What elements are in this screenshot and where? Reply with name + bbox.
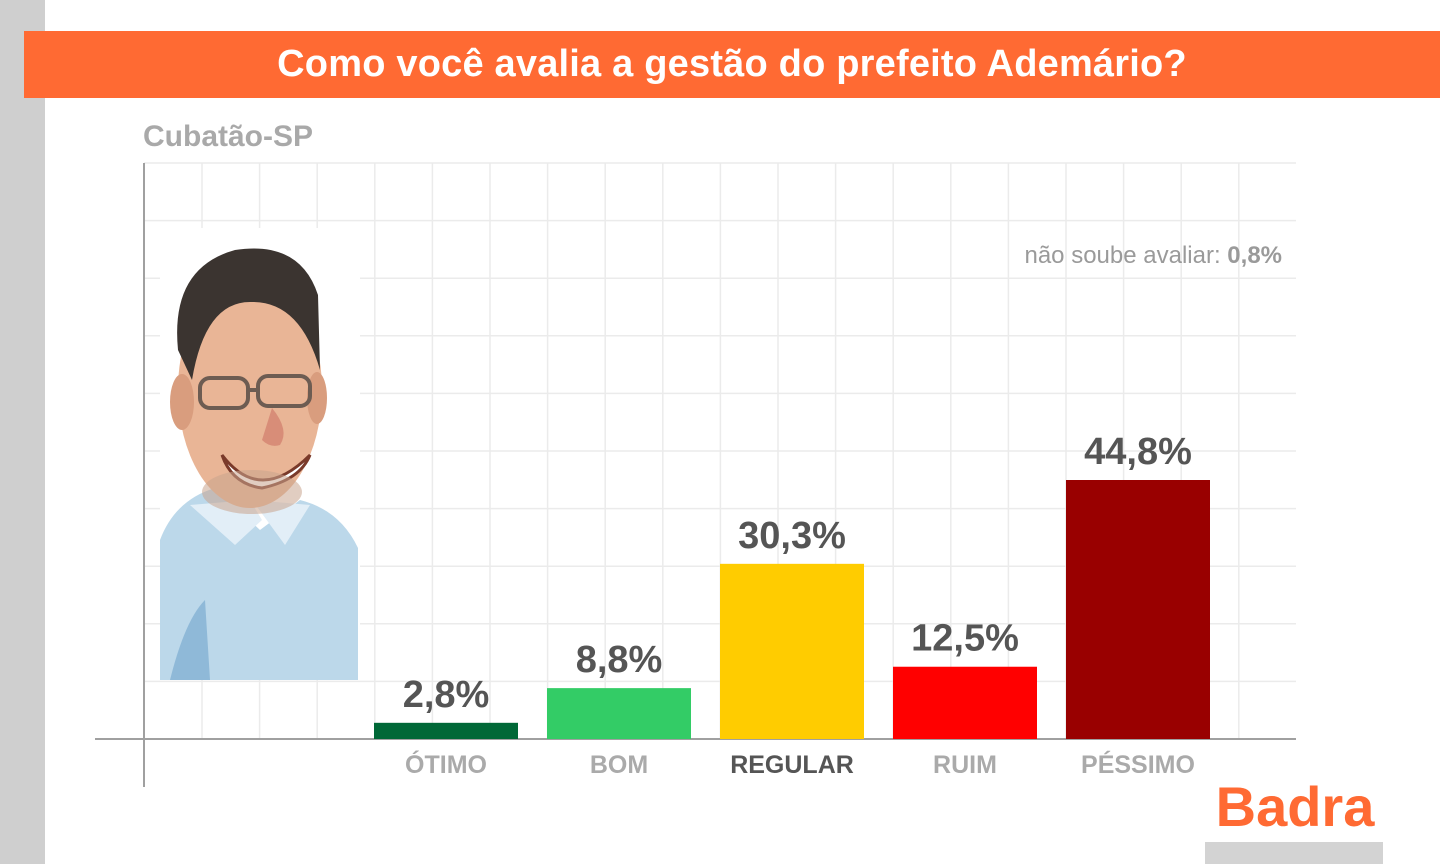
bar-4 xyxy=(1066,480,1210,739)
bar-1 xyxy=(547,688,691,739)
title-banner: Como você avalia a gestão do prefeito Ad… xyxy=(24,31,1440,98)
chart-title: Como você avalia a gestão do prefeito Ad… xyxy=(277,43,1187,85)
unsure-note-value: 0,8% xyxy=(1227,242,1282,269)
bar-3 xyxy=(893,666,1037,739)
brand-logo: Badra xyxy=(1216,775,1376,838)
category-label-3: RUIM xyxy=(933,751,997,779)
location-label: Cubatão-SP xyxy=(143,120,314,153)
value-label-0: 2,8% xyxy=(403,674,490,716)
category-label-4: PÉSSIMO xyxy=(1081,750,1195,779)
value-label-1: 8,8% xyxy=(576,639,663,681)
value-label-4: 44,8% xyxy=(1084,431,1192,473)
value-label-3: 12,5% xyxy=(911,618,1019,660)
footer-bar xyxy=(1205,842,1383,864)
bar-0 xyxy=(374,722,518,739)
bars-group: 2,8% ÓTIMO 8,8% BOM 30,3% REGULAR 12,5% RUIM 44,… xyxy=(374,431,1210,779)
mayor-caricature xyxy=(160,228,360,680)
bar-2 xyxy=(720,563,864,739)
category-label-1: BOM xyxy=(590,751,648,779)
value-label-2: 30,3% xyxy=(738,515,846,557)
left-side-strip xyxy=(0,0,45,864)
unsure-note: não soube avaliar: 0,8% xyxy=(1024,242,1282,269)
category-label-0: ÓTIMO xyxy=(405,749,487,779)
unsure-note-label: não soube avaliar: xyxy=(1024,242,1227,269)
category-label-2: REGULAR xyxy=(730,751,854,779)
